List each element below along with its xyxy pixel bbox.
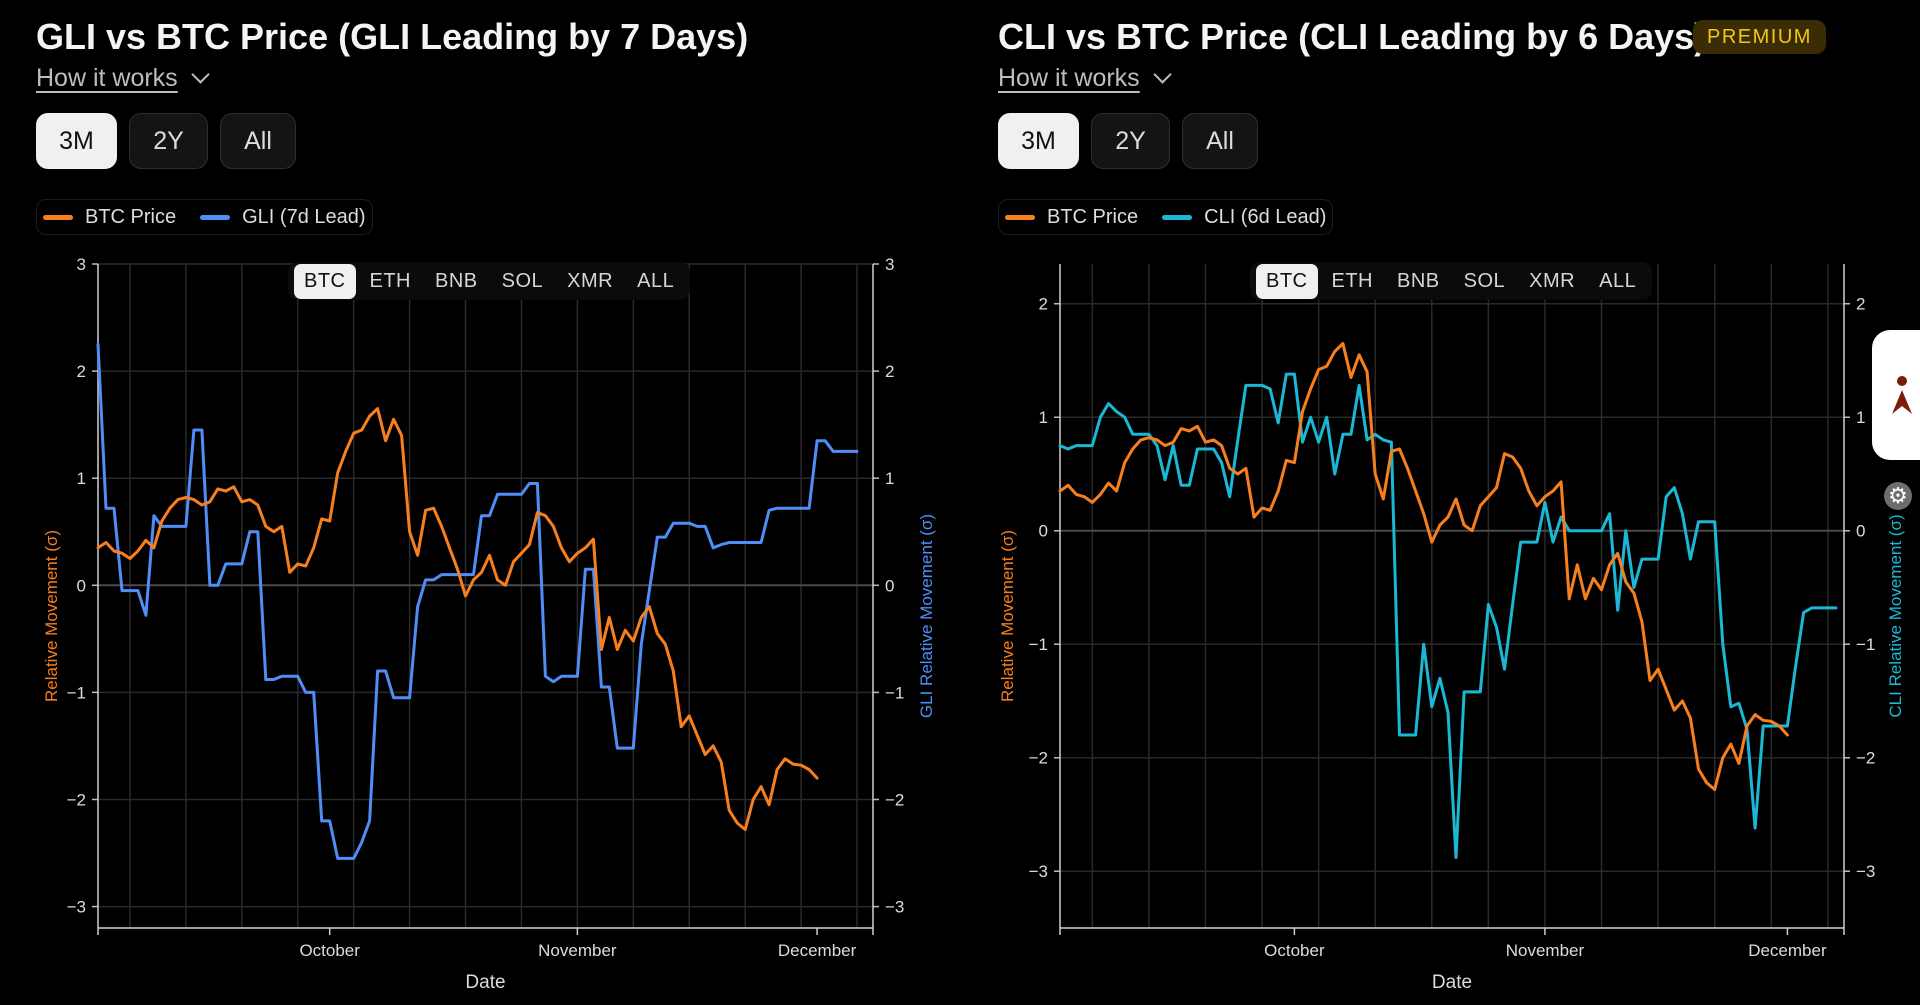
y-tick-label-left: −2 <box>1029 749 1048 768</box>
time-range-selector: 3M 2Y All <box>36 113 296 169</box>
legend-btc-price[interactable]: BTC Price <box>1005 206 1138 229</box>
series-line-btc-price <box>1058 342 1789 791</box>
series-line-cli <box>1058 372 1838 860</box>
legend-btc-label: BTC Price <box>85 205 177 228</box>
legend-gli[interactable]: GLI (7d Lead) <box>200 205 366 229</box>
y-tick-label-right: 0 <box>885 576 894 595</box>
y-tick-label-right: −2 <box>885 790 904 809</box>
x-axis-title: Date <box>465 972 505 993</box>
y-tick-label-right: 0 <box>1856 522 1865 541</box>
y-tick-label-left: −3 <box>1029 862 1048 881</box>
y-tick-label-right: 1 <box>885 469 894 488</box>
cli-chart-title: CLI vs BTC Price (CLI Leading by 6 Days) <box>998 16 1707 57</box>
cli-vs-btc-chart: −3 −3 −2 −2 −1 −1 0 0 1 1 2 2 October November Decembe… <box>998 264 1905 993</box>
y-tick-label-left: 1 <box>1039 408 1048 427</box>
y-tick-label-left: −1 <box>1029 635 1048 654</box>
x-tick-label: October <box>1264 941 1325 960</box>
range-2y-button[interactable]: 2Y <box>1091 113 1170 169</box>
y-tick-label-right: 2 <box>1856 295 1865 314</box>
gli-chart-title: GLI vs BTC Price (GLI Leading by 7 Days) <box>36 16 749 57</box>
how-it-works-toggle[interactable]: How it works <box>998 64 1172 93</box>
legend-gli-label: GLI (7d Lead) <box>242 205 366 228</box>
y-tick-label-left: −3 <box>67 898 86 917</box>
y-tick-label-right: 3 <box>885 255 894 274</box>
chart-legend: BTC Price CLI (6d Lead) <box>998 199 1334 235</box>
coin-tab-bnb[interactable]: BNB <box>1397 269 1440 292</box>
floating-app-tab[interactable] <box>1872 330 1920 460</box>
y-tick-label-left: 0 <box>1039 522 1048 541</box>
coin-selector: BTC ETH BNB SOL XMR ALL <box>1250 262 1653 300</box>
x-tick-label: November <box>538 941 617 960</box>
coin-tab-eth[interactable]: ETH <box>369 269 411 292</box>
settings-gear-icon[interactable]: ⚙ <box>1884 482 1912 510</box>
coin-tab-sol[interactable]: SOL <box>501 269 544 292</box>
y-tick-label-right: −3 <box>1856 862 1875 881</box>
range-2y-button[interactable]: 2Y <box>129 113 208 169</box>
how-it-works-label: How it works <box>998 64 1140 92</box>
y-tick-label-left: 0 <box>77 576 86 595</box>
legend-cli-label: CLI (6d Lead) <box>1204 205 1327 228</box>
legend-cli-swatch <box>1162 214 1193 220</box>
legend-btc-label: BTC Price <box>1047 205 1139 228</box>
coin-tab-sol[interactable]: SOL <box>1463 269 1506 292</box>
y-axis-title-right: CLI Relative Movement (σ) <box>1886 514 1905 717</box>
y-tick-label-right: 1 <box>1856 408 1865 427</box>
chevron-down-icon <box>190 65 210 84</box>
how-it-works-label: How it works <box>36 64 178 92</box>
y-axis-title-left: Relative Movement (σ) <box>42 530 61 702</box>
legend-btc-swatch <box>43 214 73 220</box>
gli-panel: GLI vs BTC Price (GLI Leading by 7 Days)… <box>36 16 936 993</box>
coin-tab-xmr[interactable]: XMR <box>567 269 614 292</box>
chart-legend: BTC Price GLI (7d Lead) <box>36 199 373 235</box>
y-tick-label-right: 2 <box>885 362 894 381</box>
time-range-selector: 3M 2Y All <box>998 113 1258 169</box>
y-tick-label-left: 3 <box>77 255 86 274</box>
coin-tab-all[interactable]: ALL <box>637 269 675 292</box>
y-tick-label-right: −2 <box>1856 749 1875 768</box>
legend-btc-swatch <box>1005 214 1035 220</box>
y-tick-label-left: 1 <box>77 469 86 488</box>
range-all-button[interactable]: All <box>220 113 296 169</box>
y-axis-title-left: Relative Movement (σ) <box>998 530 1017 702</box>
legend-gli-swatch <box>200 214 231 220</box>
range-all-button[interactable]: All <box>1182 113 1258 169</box>
cli-panel: CLI vs BTC Price (CLI Leading by 6 Days)… <box>962 0 1920 1005</box>
range-3m-button[interactable]: 3M <box>998 113 1079 169</box>
y-tick-label-right: −1 <box>1856 635 1875 654</box>
how-it-works-toggle[interactable]: How it works <box>36 64 210 93</box>
y-tick-label-left: −1 <box>67 683 86 702</box>
coin-tab-bnb[interactable]: BNB <box>435 269 478 292</box>
y-tick-label-right: −1 <box>885 683 904 702</box>
range-3m-button[interactable]: 3M <box>36 113 117 169</box>
coin-selector: BTC ETH BNB SOL XMR ALL <box>288 262 691 300</box>
x-tick-label: December <box>1748 941 1827 960</box>
legend-cli[interactable]: CLI (6d Lead) <box>1162 206 1326 229</box>
y-tick-label-left: 2 <box>77 362 86 381</box>
x-tick-label: December <box>778 941 857 960</box>
y-tick-label-left: 2 <box>1039 295 1048 314</box>
x-axis-title: Date <box>1432 972 1472 993</box>
y-tick-label-left: −2 <box>67 790 86 809</box>
legend-btc-price[interactable]: BTC Price <box>43 206 176 229</box>
coin-tab-btc[interactable]: BTC <box>1256 263 1318 299</box>
gli-vs-btc-chart: −3 −3 −2 −2 −1 −1 0 0 1 1 2 2 3 3 October November Decem… <box>42 255 936 993</box>
coin-tab-xmr[interactable]: XMR <box>1529 269 1576 292</box>
app-logo-icon <box>1892 376 1912 414</box>
coin-tab-eth[interactable]: ETH <box>1331 269 1373 292</box>
y-tick-label-right: −3 <box>885 898 904 917</box>
premium-badge: PREMIUM <box>1693 20 1826 54</box>
coin-tab-btc[interactable]: BTC <box>294 263 356 299</box>
chevron-down-icon <box>1152 65 1172 84</box>
coin-tab-all[interactable]: ALL <box>1599 269 1637 292</box>
series-line-btc-price <box>96 407 819 831</box>
x-tick-label: October <box>299 941 360 960</box>
series-line-gli <box>96 342 859 860</box>
x-tick-label: November <box>1506 941 1585 960</box>
y-axis-title-right: GLI Relative Movement (σ) <box>917 514 936 718</box>
